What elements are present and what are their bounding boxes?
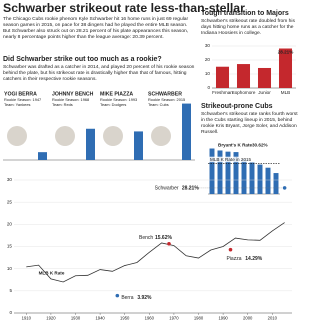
x-tick-label: 1910: [22, 316, 32, 321]
bar: [278, 48, 293, 88]
page-title: Schwarber strikeout rate less-than-stell…: [3, 1, 245, 15]
x-tick-label: Sophomore: [232, 90, 256, 95]
highlight-name: Bench: [139, 235, 153, 241]
reference-label: MLB K Rate in 2015: [210, 157, 252, 162]
bar: [257, 164, 263, 194]
highlight-point: [115, 293, 120, 298]
player-name: SCHWARBER: [148, 91, 182, 97]
highlight-point: [282, 186, 287, 190]
section-text: Schwarber was drafted as a catcher in 20…: [3, 65, 195, 82]
value-label: 30.62%: [252, 143, 268, 148]
player-season: Rookie Season: 1993: [100, 97, 137, 102]
bar: [257, 67, 272, 88]
section-title: Did Schwarber strike out too much as a r…: [3, 56, 162, 63]
x-tick-label: 1950: [120, 316, 130, 321]
x-tick-label: Junior: [258, 90, 271, 95]
x-tick-label: 1920: [46, 316, 56, 321]
highlight-point: [228, 247, 233, 252]
bar: [225, 151, 231, 194]
player-name: MIKE PIAZZA: [100, 91, 133, 97]
player-season: Rookie Season: 2015: [148, 97, 185, 102]
x-tick-label: 2000: [243, 316, 253, 321]
bar: [209, 148, 215, 194]
bar: [182, 103, 191, 160]
highlight-name: Schwarber: [155, 185, 179, 191]
player-season: Rookie Season: 1947: [4, 97, 41, 102]
bar: [215, 66, 230, 88]
annotation: Bryant's K Rate: [218, 143, 252, 148]
player-photo: [103, 126, 123, 146]
infographic: YOGI BERRA Rookie Season: 1947 Team: Yanke…: [3, 1, 298, 321]
intro: The Chicago Cubs rookie phenom Kyle Schw…: [3, 17, 189, 40]
bar: [265, 167, 271, 194]
bar: [249, 162, 255, 194]
player-team: Team: Dodgers: [100, 102, 126, 107]
x-tick-label: 1980: [194, 316, 204, 321]
y-tick-label: 10: [7, 266, 13, 271]
player-season: Rookie Season: 1968: [52, 97, 89, 102]
x-tick-label: MLB: [281, 90, 290, 95]
bar: [134, 131, 143, 160]
line: [26, 222, 285, 283]
highlight-name: Berra: [121, 295, 133, 301]
bar: [233, 152, 239, 194]
x-tick-label: 1970: [169, 316, 179, 321]
y-tick-label: 10: [205, 71, 211, 76]
player-team: Team: Cubs: [148, 102, 169, 107]
y-tick-label: 5: [9, 288, 12, 293]
y-tick-label: 20: [205, 57, 211, 62]
section-text: Schwarber's strikeout rate doubled from …: [201, 19, 295, 36]
reference-label-bg: [209, 156, 253, 163]
y-tick-label: 25: [7, 199, 13, 204]
section-title: Strikeout-prone Cubs: [201, 103, 273, 110]
x-tick-label: 1990: [218, 316, 228, 321]
highlight-value: 28.21%: [182, 185, 200, 191]
highlight-point: [167, 241, 171, 246]
highlight-value: 14.29%: [245, 256, 263, 262]
player-name: JOHNNY BENCH: [52, 91, 94, 97]
player-team: Team: Reds: [52, 102, 73, 107]
y-tick-label: 15: [7, 244, 13, 249]
player-photo: [151, 126, 171, 146]
y-tick-label: 0: [9, 310, 12, 315]
bar: [236, 64, 251, 88]
bar: [86, 128, 95, 160]
y-tick-label: 0: [207, 85, 210, 90]
y-tick-label: 20: [7, 222, 13, 227]
x-tick-label: Freshman: [212, 90, 233, 95]
player-team: Team: Yankees: [4, 102, 31, 107]
section-title: Tough transition to Majors: [201, 10, 289, 17]
highlight-value: 15.62%: [155, 235, 173, 241]
x-tick-label: 1930: [71, 316, 81, 321]
highlight-value: 3.92%: [137, 295, 152, 301]
value-label: 28.21%: [278, 50, 294, 55]
x-tick-label: 1960: [145, 316, 155, 321]
player-photo: [55, 126, 75, 146]
series-label: MLB K Rate: [39, 270, 65, 275]
player-name: YOGI BERRA: [4, 91, 37, 97]
bar: [273, 173, 279, 194]
section-text: Schwarber's strikeout rate ranks fourth …: [201, 112, 298, 135]
x-tick-label: 1940: [95, 316, 105, 321]
bar: [241, 159, 247, 194]
bar: [38, 152, 47, 160]
y-tick-label: 30: [205, 43, 211, 48]
highlight-name: Piazza: [226, 256, 241, 262]
x-tick-label: 2010: [268, 316, 278, 321]
player-photo: [7, 126, 27, 146]
bar: [217, 150, 223, 194]
y-tick-label: 30: [7, 177, 13, 182]
